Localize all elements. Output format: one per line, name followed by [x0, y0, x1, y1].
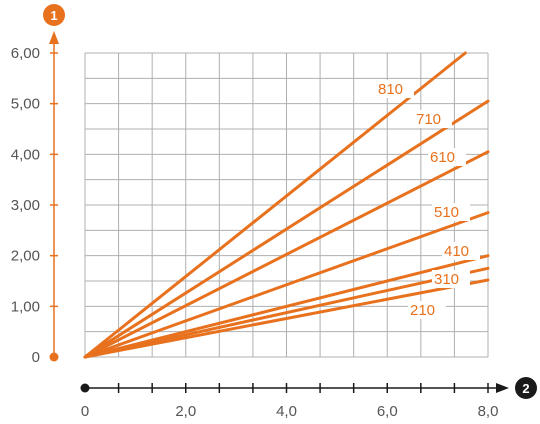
series-label-bg	[432, 270, 470, 288]
y-tick-label: 4,00	[11, 146, 40, 163]
y-tick-label: 1,00	[11, 298, 40, 315]
series-label-410: 410	[444, 243, 469, 260]
series-lines	[83, 51, 490, 359]
x-tick-label: 4,0	[276, 403, 297, 420]
series-line-310	[83, 266, 490, 359]
y-tick-label: 3,00	[11, 197, 40, 214]
x-tick-label: 2,0	[175, 403, 196, 420]
axis-badges: 12	[43, 4, 537, 399]
y-tick-label: 0	[32, 349, 40, 366]
y-tick-label: 2,00	[11, 248, 40, 265]
series-line-810	[83, 51, 467, 359]
x-tick-label: 0	[81, 403, 89, 420]
y-axis-badge-label: 1	[50, 8, 57, 23]
x-axis-arrow	[496, 383, 509, 393]
x-axis-badge-label: 2	[522, 381, 529, 396]
series-label-710: 710	[416, 111, 441, 128]
series-label-bg	[376, 80, 414, 98]
x-axis-origin-dot	[80, 383, 90, 393]
series-label-510: 510	[434, 204, 459, 221]
series-label-bg	[442, 242, 480, 260]
series-line-710	[83, 99, 490, 359]
series-label-bg	[428, 148, 466, 166]
series-label-610: 610	[430, 149, 455, 166]
y-axis-badge	[43, 4, 65, 26]
series-line-510	[83, 211, 490, 359]
x-tick-label: 6,0	[377, 403, 398, 420]
series-label-bg	[408, 301, 446, 319]
series-line-410	[83, 254, 490, 359]
series-label-310: 310	[434, 271, 459, 288]
series-label-bg	[432, 203, 470, 221]
y-tick-label: 5,00	[11, 96, 40, 113]
series-label-210: 210	[410, 302, 435, 319]
series-label-810: 810	[378, 81, 403, 98]
series-line-210	[83, 278, 490, 359]
series-label-bg	[414, 110, 452, 128]
series-line-610	[83, 150, 490, 359]
y-axis-arrow	[49, 31, 59, 44]
y-tick-label: 6,00	[11, 45, 40, 62]
x-axis-badge	[515, 377, 537, 399]
axes	[49, 31, 509, 393]
x-tick-label: 8,0	[478, 403, 499, 420]
series-labels: 810 710 610 510 410 310 210	[376, 80, 480, 319]
tick-labels: 0 1,00 2,00 3,00 4,00 5,00 6,00 0 2,0 4,0 6,0 8,0	[11, 45, 499, 420]
